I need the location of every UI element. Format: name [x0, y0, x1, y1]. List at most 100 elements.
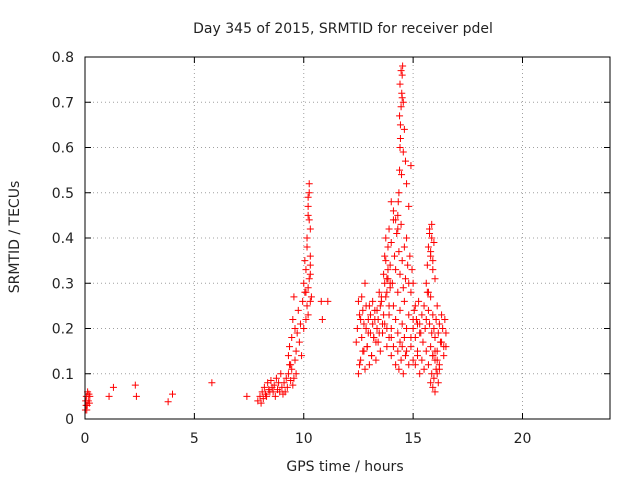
data-point	[257, 399, 265, 407]
data-point	[419, 338, 427, 346]
data-point	[393, 229, 401, 237]
data-point	[304, 284, 312, 292]
data-point	[292, 347, 300, 355]
data-point	[356, 361, 364, 369]
data-point	[391, 252, 399, 260]
data-point	[109, 383, 117, 391]
data-point	[424, 361, 432, 369]
y-tick-label: 0.5	[52, 186, 74, 202]
data-point	[394, 225, 402, 233]
y-tick-label: 0.8	[52, 50, 74, 66]
data-point	[398, 94, 406, 102]
data-point	[306, 252, 314, 260]
data-point	[399, 148, 407, 156]
data-point	[382, 293, 390, 301]
data-point	[375, 288, 383, 296]
data-point	[386, 284, 394, 292]
data-point	[392, 315, 400, 323]
data-point	[429, 352, 437, 360]
data-point	[299, 297, 307, 305]
data-point	[306, 270, 314, 278]
data-point	[427, 248, 435, 256]
data-point	[396, 338, 404, 346]
data-point	[277, 370, 285, 378]
data-point	[373, 306, 381, 314]
data-point	[399, 98, 407, 106]
tick-labels: 0 5 10 15 20 0 0.1 0.2 0.3 0.4 0.5 0.6 0.7 0.8	[52, 50, 532, 447]
data-point	[383, 288, 391, 296]
data-point	[295, 338, 303, 346]
data-point	[403, 347, 411, 355]
data-point	[394, 288, 402, 296]
data-point	[169, 390, 176, 398]
data-point	[397, 103, 405, 111]
data-point	[433, 302, 441, 310]
data-point	[428, 234, 436, 242]
data-point	[289, 381, 297, 389]
data-point	[361, 279, 369, 287]
data-point	[422, 347, 430, 355]
x-axis-label: GPS time / hours	[286, 459, 403, 475]
data-point	[387, 334, 395, 342]
data-point	[431, 275, 439, 283]
data-point	[426, 320, 434, 328]
data-point	[441, 315, 449, 323]
data-point	[389, 207, 397, 215]
data-point	[395, 365, 403, 373]
data-point	[306, 261, 314, 269]
data-point	[424, 288, 432, 296]
data-point	[290, 374, 298, 382]
data-point	[427, 293, 435, 301]
data-point	[270, 381, 278, 389]
data-point	[387, 352, 395, 360]
chart-title: Day 345 of 2015, SRMTID for receiver pde…	[193, 21, 493, 37]
data-point	[429, 311, 437, 319]
data-point	[429, 266, 437, 274]
data-point	[300, 279, 308, 287]
data-point	[243, 392, 251, 400]
data-point	[303, 243, 311, 251]
data-point	[397, 220, 405, 228]
data-point	[373, 325, 381, 332]
data-point	[306, 297, 314, 305]
data-point	[430, 374, 438, 382]
data-point	[387, 198, 395, 206]
data-point	[294, 306, 302, 314]
data-point	[427, 343, 435, 351]
data-point	[411, 361, 419, 369]
data-point	[396, 306, 404, 314]
data-point	[307, 293, 315, 301]
data-point	[397, 67, 405, 75]
data-points	[81, 62, 450, 414]
y-tick-label: 0.1	[52, 367, 74, 383]
data-point	[359, 306, 367, 314]
y-tick-label: 0.3	[52, 276, 74, 292]
data-point	[358, 334, 366, 342]
data-point	[377, 297, 385, 305]
data-point	[420, 302, 428, 310]
data-point	[300, 325, 308, 332]
data-point	[424, 243, 432, 251]
data-point	[394, 211, 402, 219]
data-point	[438, 338, 446, 346]
data-point	[417, 329, 425, 337]
data-point	[385, 311, 393, 319]
data-point	[433, 356, 441, 364]
data-point	[400, 334, 408, 342]
data-point	[440, 352, 448, 360]
data-point	[298, 352, 306, 360]
data-point	[392, 216, 400, 224]
data-point	[360, 320, 368, 328]
data-point	[358, 293, 366, 301]
data-point	[382, 234, 390, 242]
data-point	[384, 243, 392, 251]
data-point	[269, 388, 277, 396]
data-point	[354, 297, 362, 305]
data-point	[428, 220, 436, 228]
data-point	[409, 279, 417, 287]
y-axis-label: SRMTID / TECUs	[7, 181, 23, 294]
data-point	[430, 325, 438, 332]
data-point	[371, 315, 379, 323]
data-point	[429, 383, 437, 391]
data-point	[208, 379, 216, 387]
